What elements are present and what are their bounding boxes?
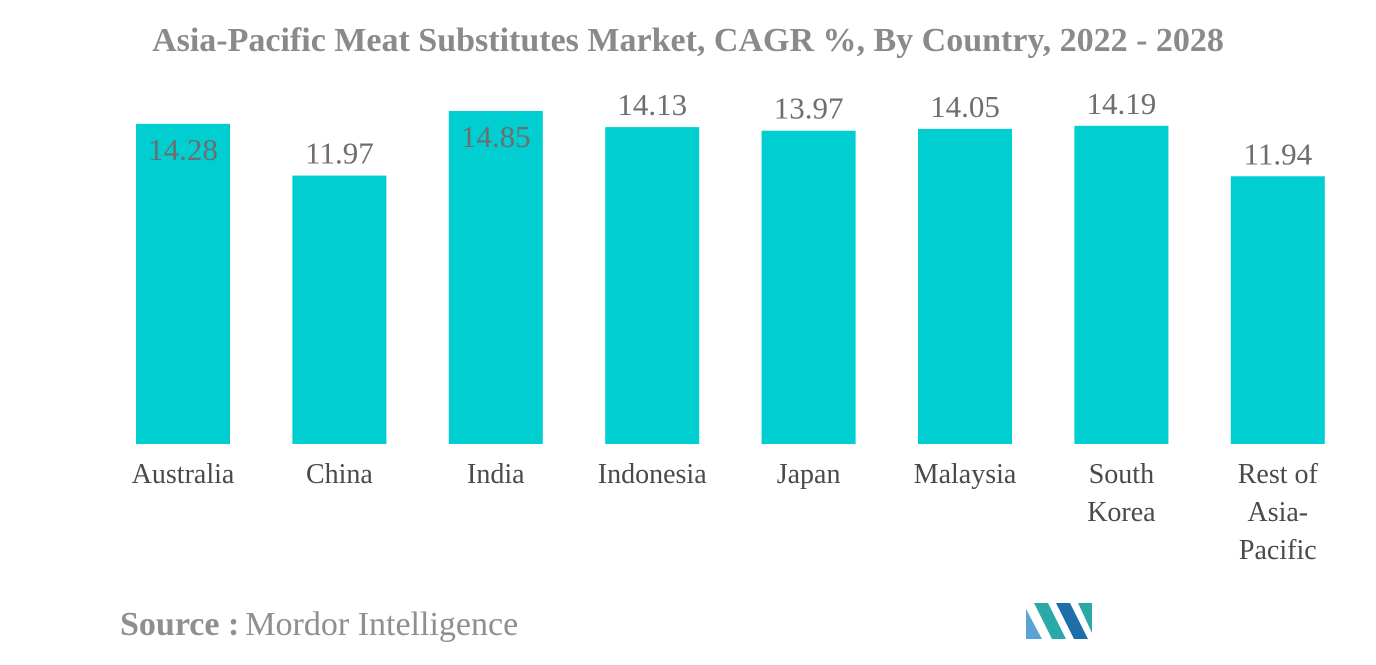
category-label-line: India — [467, 459, 525, 490]
mordor-intelligence-logo-icon — [1026, 603, 1092, 639]
category-label-line: Pacific — [1239, 535, 1317, 566]
source-label: Source : — [120, 606, 240, 643]
category-label-line: Indonesia — [598, 459, 707, 490]
data-label-1: 11.97 — [305, 136, 374, 171]
bar-chart: 14.28 11.97 14.85 14.13 13.97 14.05 14.19 11.94… — [132, 86, 1325, 566]
data-label-2: 14.85 — [461, 119, 531, 154]
data-label-4: 13.97 — [774, 91, 844, 126]
category-label-line: South — [1089, 459, 1154, 490]
category-label-3: Indonesia — [598, 459, 707, 490]
category-label-line: Korea — [1087, 497, 1156, 528]
bar-1 — [292, 175, 387, 444]
source-text: Mordor Intelligence — [245, 606, 519, 643]
bars-group — [136, 111, 1325, 445]
bar-4 — [761, 130, 856, 444]
bar-5 — [918, 128, 1012, 444]
bar-3 — [605, 127, 700, 444]
data-label-5: 14.05 — [930, 89, 1000, 124]
category-label-line: China — [306, 459, 373, 490]
bar-0 — [136, 123, 230, 445]
category-label-line: Rest of — [1238, 459, 1319, 490]
data-label-0: 14.28 — [148, 132, 218, 167]
category-label-line: Malaysia — [914, 459, 1017, 490]
category-labels-group: Australia China India Indonesia Japan Malaysi… — [132, 459, 1319, 566]
category-label-7: Rest of Asia- Pacific — [1238, 459, 1319, 566]
category-label-6: South Korea — [1087, 459, 1156, 528]
chart-title: Asia-Pacific Meat Substitutes Market, CA… — [152, 22, 1224, 59]
category-label-4: Japan — [777, 459, 841, 490]
category-label-0: Australia — [132, 459, 235, 490]
data-label-3: 14.13 — [617, 87, 687, 122]
category-label-line: Australia — [132, 459, 235, 490]
category-label-line: Asia- — [1247, 497, 1308, 528]
value-labels-group: 14.28 11.97 14.85 14.13 13.97 14.05 14.19 11.94 — [148, 86, 1312, 172]
category-label-2: India — [467, 459, 525, 490]
data-label-7: 11.94 — [1243, 136, 1312, 171]
category-label-5: Malaysia — [914, 459, 1017, 490]
bar-7 — [1230, 176, 1325, 445]
category-label-1: China — [306, 459, 373, 490]
bar-6 — [1074, 125, 1169, 445]
data-label-6: 14.19 — [1087, 86, 1157, 121]
category-label-line: Japan — [777, 459, 841, 490]
source-attribution: Source : Mordor Intelligence — [120, 606, 518, 644]
bar-2 — [448, 111, 543, 444]
